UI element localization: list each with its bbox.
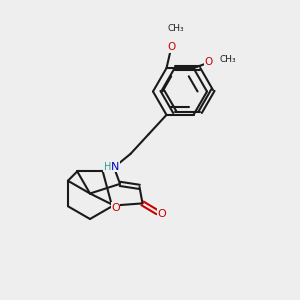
Text: O: O: [111, 203, 120, 213]
Text: N: N: [111, 162, 120, 172]
Text: H: H: [104, 162, 111, 172]
Text: O: O: [204, 56, 213, 67]
Text: O: O: [167, 42, 175, 52]
Text: CH₃: CH₃: [167, 24, 184, 33]
Text: CH₃: CH₃: [219, 55, 236, 64]
Text: O: O: [158, 209, 166, 219]
